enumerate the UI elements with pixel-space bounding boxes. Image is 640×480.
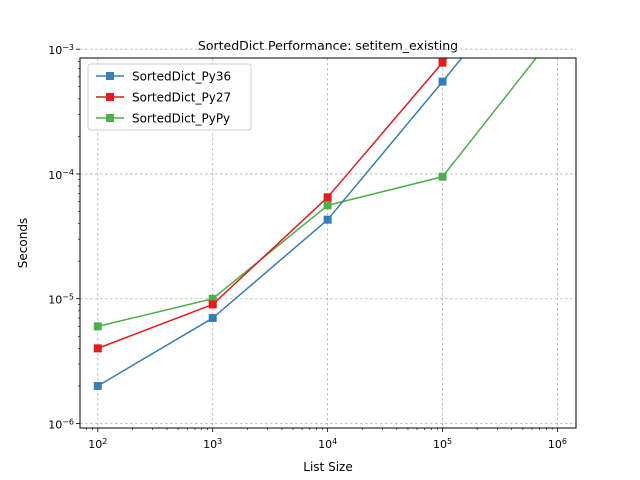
x-axis: 102 103 104 105 106 bbox=[86, 428, 567, 452]
series-sorteddict-py36 bbox=[93, 58, 463, 390]
legend-box bbox=[87, 63, 252, 131]
data-point bbox=[208, 294, 217, 303]
data-point bbox=[438, 172, 447, 181]
series-sorteddict-pypy bbox=[93, 58, 538, 331]
y-tick-label: 10−6 bbox=[48, 417, 74, 432]
x-tick-label: 103 bbox=[203, 437, 222, 452]
chart-title: SortedDict Performance: setitem_existing bbox=[198, 38, 458, 53]
y-axis-label: Seconds bbox=[16, 218, 30, 268]
legend-marker bbox=[106, 114, 114, 122]
legend: SortedDict_Py36 SortedDict_Py27 SortedDict… bbox=[87, 63, 252, 131]
plot-area bbox=[93, 58, 538, 390]
legend-marker bbox=[106, 72, 114, 80]
data-point bbox=[438, 77, 447, 86]
x-tick-label: 105 bbox=[433, 437, 452, 452]
x-tick-label: 102 bbox=[88, 437, 107, 452]
data-point bbox=[323, 193, 332, 202]
y-tick-label: 10−4 bbox=[48, 167, 74, 182]
x-tick-label: 104 bbox=[318, 437, 337, 452]
data-point bbox=[208, 300, 217, 309]
data-point bbox=[323, 201, 332, 210]
legend-item: SortedDict_Py36 bbox=[96, 70, 231, 84]
data-point bbox=[93, 322, 102, 331]
legend-item: SortedDict_PyPy bbox=[96, 112, 230, 126]
legend-marker bbox=[106, 93, 114, 101]
legend-item: SortedDict_Py27 bbox=[96, 91, 231, 105]
series-sorteddict-py27 bbox=[93, 58, 448, 353]
y-tick-label: 10−5 bbox=[48, 292, 74, 307]
data-point bbox=[93, 381, 102, 390]
legend-label: SortedDict_PyPy bbox=[132, 112, 230, 126]
x-axis-label: List Size bbox=[303, 460, 352, 474]
x-tick-label: 106 bbox=[548, 437, 567, 452]
legend-label: SortedDict_Py36 bbox=[132, 70, 231, 84]
data-point bbox=[323, 215, 332, 224]
legend-label: SortedDict_Py27 bbox=[132, 91, 231, 105]
data-point bbox=[93, 344, 102, 353]
data-point bbox=[438, 58, 447, 67]
y-tick-label: 10−3 bbox=[48, 43, 74, 58]
data-point bbox=[208, 314, 217, 323]
y-axis: 10−6 10−5 10−4 10−3 bbox=[48, 43, 80, 432]
